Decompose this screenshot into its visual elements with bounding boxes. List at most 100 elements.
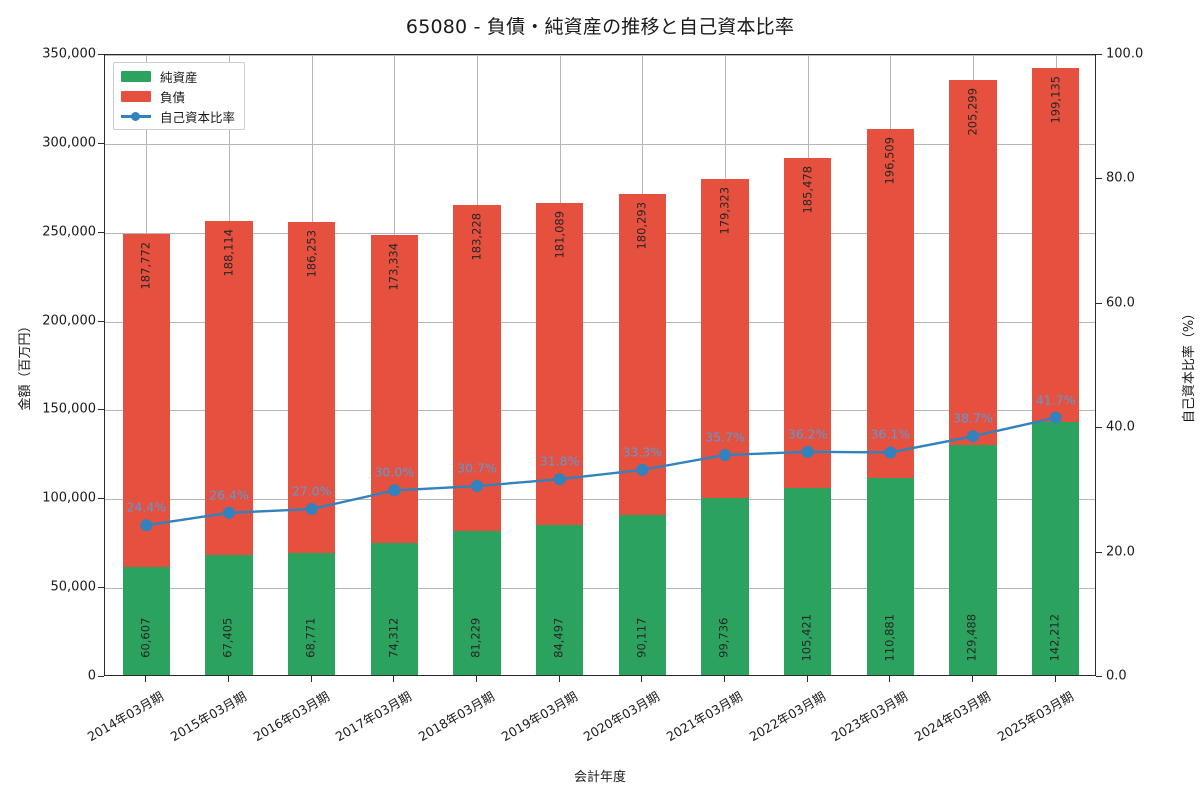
bar-group[interactable]: 99,736 179,323 <box>701 53 749 675</box>
blue-line-marker-icon <box>121 110 151 122</box>
x-axis-tick-label: 2021年03月期 <box>663 688 745 745</box>
bar-segment-equity[interactable]: 110,881 <box>866 477 914 675</box>
bar-group[interactable]: 105,421 185,478 <box>784 53 832 675</box>
x-axis-tick-label: 2023年03月期 <box>829 688 911 745</box>
legend-item-ratio: 自己資本比率 <box>121 108 235 125</box>
y-axis-right-tick-label: 0.0 <box>1106 668 1127 684</box>
chart-title: 65080 - 負債・純資産の推移と自己資本比率 <box>405 16 795 38</box>
bar-segment-equity[interactable]: 74,312 <box>370 542 418 675</box>
bar-segment-liability[interactable]: 179,323 <box>701 179 749 498</box>
ratio-line-marker[interactable] <box>801 445 814 458</box>
bar-segment-equity[interactable]: 90,117 <box>618 514 666 675</box>
bar-segment-equity[interactable]: 81,229 <box>453 530 501 675</box>
y-axis-left-tick-mark <box>98 320 104 322</box>
bar-segment-liability[interactable]: 187,772 <box>122 233 170 568</box>
ratio-line-marker[interactable] <box>553 473 566 486</box>
x-axis-tick-mark <box>310 676 312 682</box>
x-axis-tick-mark <box>724 676 725 682</box>
x-axis-tick-label: 2019年03月期 <box>498 688 580 745</box>
ratio-line-marker[interactable] <box>388 484 401 497</box>
ratio-line-marker[interactable] <box>636 463 649 476</box>
x-axis-tick-mark <box>889 676 891 682</box>
ratio-line-marker[interactable] <box>223 506 235 519</box>
ratio-value-label: 30.0% <box>374 464 415 480</box>
x-axis-tick-label: 2017年03月期 <box>333 688 415 745</box>
bar-segment-liability[interactable]: 186,253 <box>288 221 336 553</box>
ratio-line-marker[interactable] <box>471 480 483 493</box>
bar-group[interactable]: 81,229 183,228 <box>453 53 501 675</box>
chart-legend: 純資産 負債 自己資本比率 <box>113 62 246 130</box>
bar-segment-equity[interactable]: 105,421 <box>784 487 832 675</box>
y-axis-right-tick-mark <box>1096 302 1102 304</box>
bar-segment-equity[interactable]: 129,488 <box>949 444 997 675</box>
bar-segment-liability[interactable]: 181,089 <box>536 203 584 525</box>
y-axis-right-title: 自己資本比率（%） <box>1182 306 1197 424</box>
x-axis-tick-label: 2018年03月期 <box>415 688 497 745</box>
ratio-value-label: 26.4% <box>209 487 249 503</box>
y-axis-left-tick-mark <box>98 54 104 55</box>
y-axis-right-tick-label: 40.0 <box>1106 419 1135 435</box>
ratio-value-label: 36.1% <box>870 426 911 442</box>
ratio-line-marker[interactable] <box>884 446 897 459</box>
bar-segment-equity[interactable]: 99,736 <box>701 497 749 675</box>
x-axis-tick-mark <box>145 676 147 682</box>
bar-segment-liability[interactable]: 188,114 <box>205 220 253 556</box>
ratio-line-marker[interactable] <box>140 519 153 532</box>
y-axis-left-tick-label: 350,000 <box>42 46 96 62</box>
bar-segment-equity[interactable]: 67,405 <box>205 555 253 675</box>
ratio-line-layer: 24.4% 26.4% 27.0% 30.0% 30.7% 31.8% 33.3% 35.7%… <box>105 55 1095 675</box>
ratio-value-label: 31.8% <box>539 453 580 469</box>
x-axis-tick-label: 2015年03月期 <box>167 688 249 745</box>
bar-group[interactable]: 68,771 186,253 <box>288 53 336 675</box>
ratio-line-marker[interactable] <box>305 503 318 516</box>
x-axis-tick-mark <box>641 676 643 682</box>
bar-segment-equity[interactable]: 142,212 <box>1032 422 1080 675</box>
bar-segment-liability[interactable]: 183,228 <box>453 205 501 531</box>
legend-label-equity: 純資産 <box>160 69 198 85</box>
y-axis-right-tick-label: 80.0 <box>1106 170 1135 186</box>
y-axis-left-tick-mark <box>98 409 104 411</box>
bar-segment-liability[interactable]: 180,293 <box>618 194 666 515</box>
gridline-horizontal <box>105 321 1095 323</box>
y-axis-right-tick-mark <box>1096 427 1102 429</box>
y-axis-right-tick-label: 100.0 <box>1106 46 1144 62</box>
ratio-line-marker[interactable] <box>719 448 731 461</box>
bar-segment-equity[interactable]: 84,497 <box>536 524 584 675</box>
plot-area: 60,607 187,772 67,405 188,114 68,771 186,253 7… <box>104 54 1096 676</box>
bar-segment-liability[interactable]: 205,299 <box>949 80 997 445</box>
y-axis-right-tick-mark <box>1096 676 1102 677</box>
ratio-line-marker[interactable] <box>1049 411 1062 424</box>
bar-segment-liability[interactable]: 199,135 <box>1032 68 1080 423</box>
ratio-line-marker[interactable] <box>967 430 979 443</box>
bar-segment-liability[interactable]: 196,509 <box>866 128 914 478</box>
x-axis-tick-label: 2014年03月期 <box>85 688 167 745</box>
ratio-line-svg <box>140 411 1062 532</box>
bar-group[interactable]: 67,405 188,114 <box>205 53 253 675</box>
y-axis-left-tick-label: 150,000 <box>42 401 96 417</box>
bar-segment-equity[interactable]: 60,607 <box>122 567 170 675</box>
bar-group[interactable]: 110,881 196,509 <box>866 53 914 675</box>
x-axis-tick-mark <box>1054 676 1056 682</box>
ratio-value-label: 24.4% <box>126 499 167 515</box>
y-axis-right-tick-label: 20.0 <box>1106 544 1135 560</box>
y-axis-left-tick-label: 50,000 <box>50 579 97 595</box>
bar-segment-liability[interactable]: 185,478 <box>784 158 832 488</box>
x-axis-tick-mark <box>228 676 229 682</box>
ratio-value-label: 30.7% <box>457 460 497 476</box>
gridline-horizontal <box>105 55 1095 56</box>
bar-group[interactable]: 90,117 180,293 <box>618 53 666 675</box>
bar-group[interactable]: 129,488 205,299 <box>949 53 997 675</box>
bar-group[interactable]: 142,212 199,135 <box>1032 53 1080 675</box>
bar-segment-equity[interactable]: 68,771 <box>288 552 336 675</box>
x-axis-tick-label: 2022年03月期 <box>746 688 828 745</box>
y-axis-left-tick-mark <box>98 587 104 589</box>
bar-group[interactable]: 60,607 187,772 <box>122 53 170 675</box>
x-axis-tick-mark <box>558 676 560 682</box>
x-axis-tick-mark <box>393 676 395 682</box>
bar-group[interactable]: 84,497 181,089 <box>536 53 584 675</box>
y-axis-right-tick-label: 60.0 <box>1106 295 1135 311</box>
gridline-horizontal <box>105 143 1095 145</box>
x-axis-tick-label: 2020年03月期 <box>581 688 663 745</box>
gridline-horizontal <box>105 232 1095 234</box>
